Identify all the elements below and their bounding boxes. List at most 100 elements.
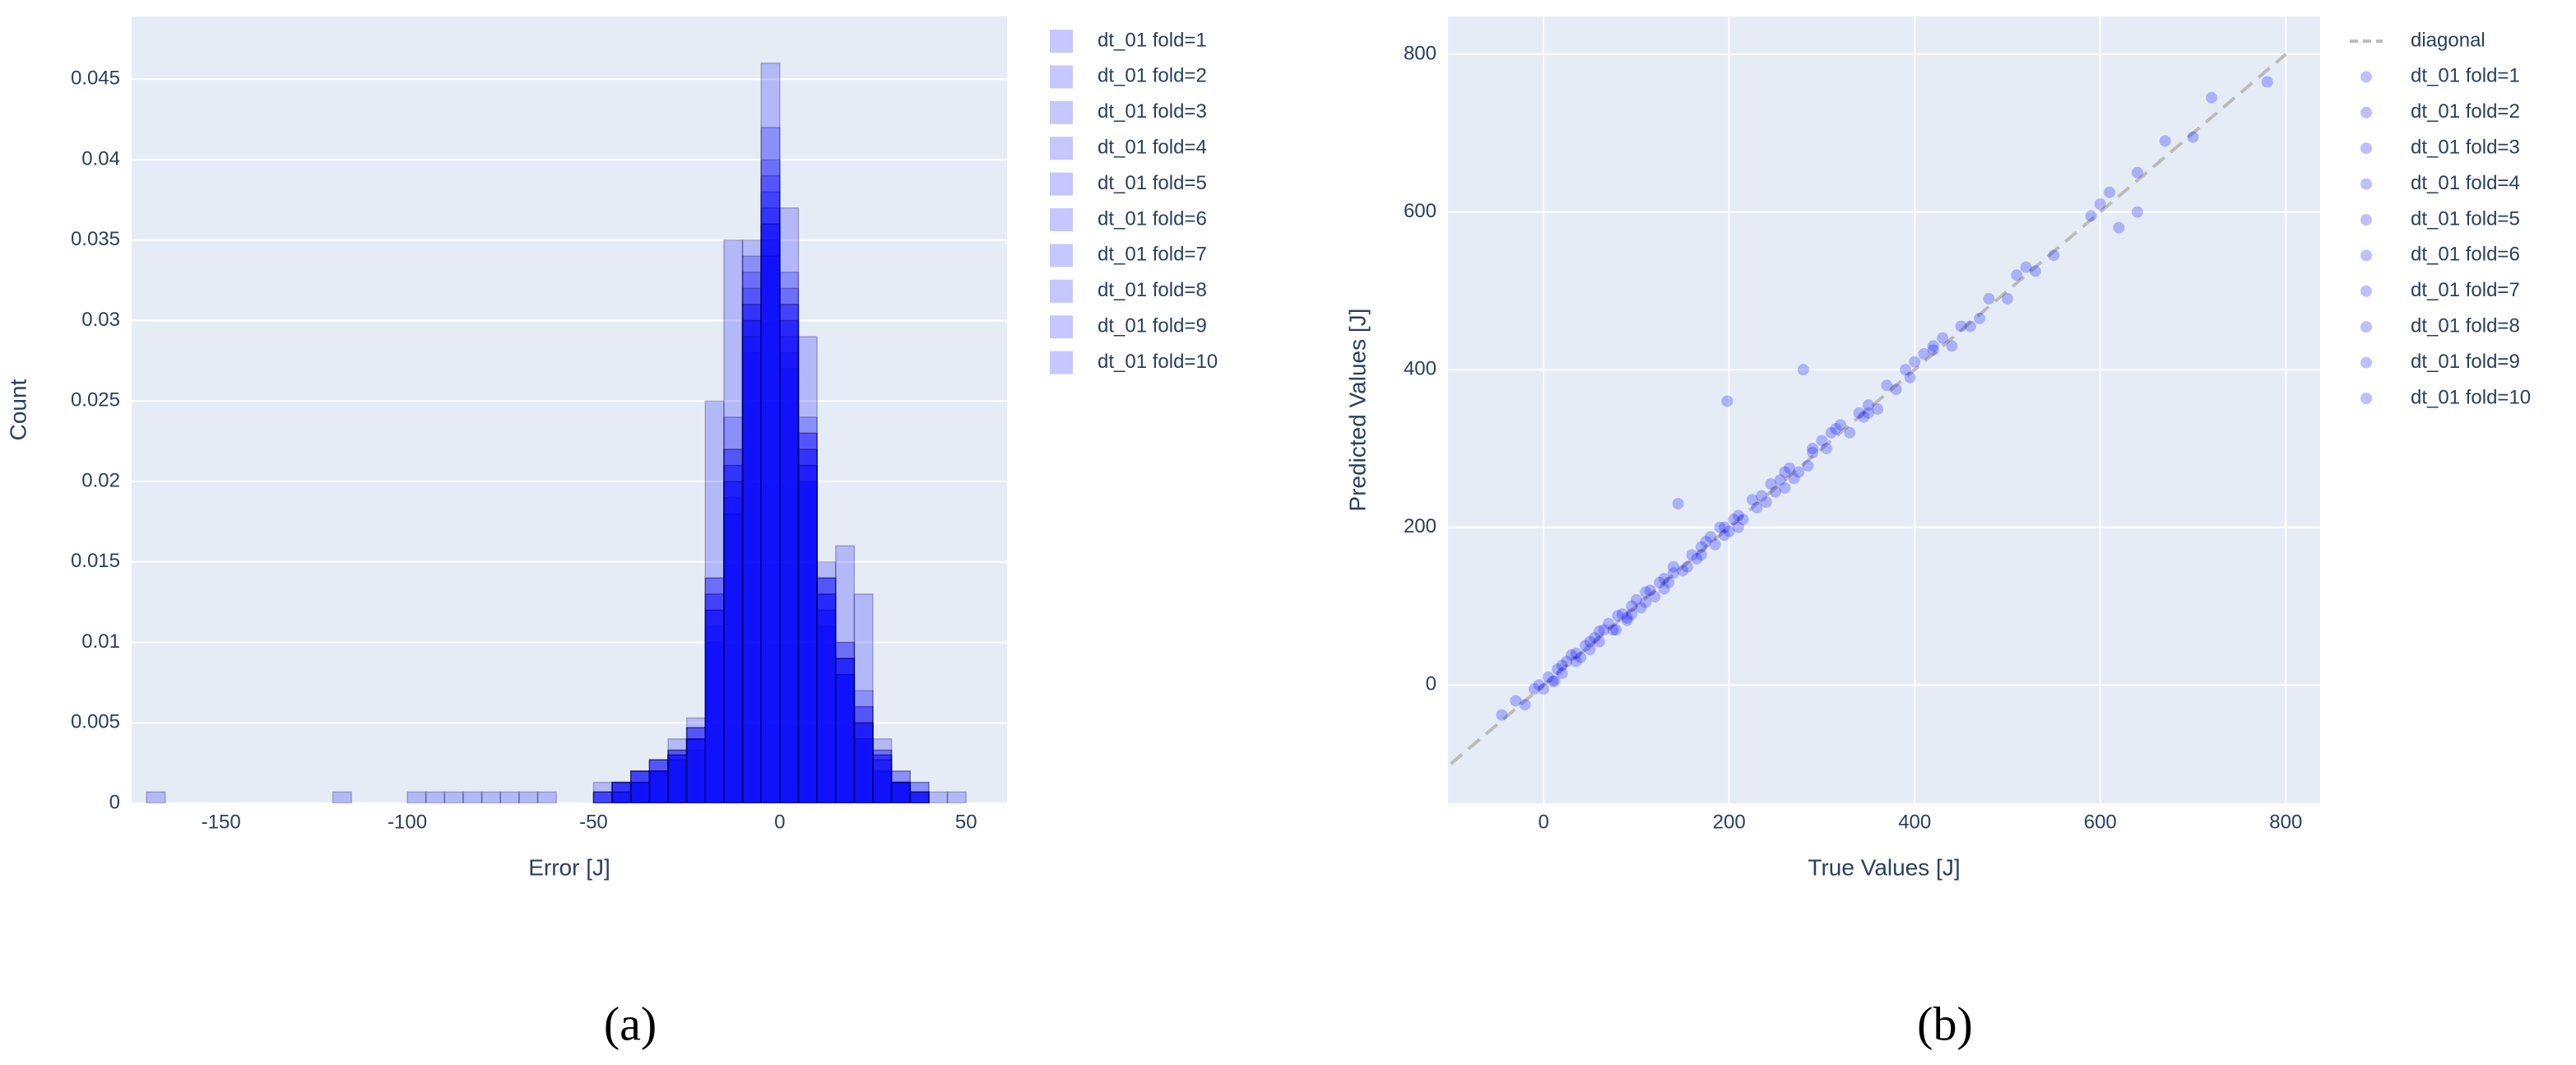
histogram-bar: [779, 319, 800, 803]
scatter-point: [1575, 651, 1587, 663]
histogram-bar: [797, 481, 818, 803]
histogram-bar: [685, 727, 707, 803]
x-tick-label: 400: [1898, 811, 1931, 833]
histogram-bar: [816, 560, 837, 803]
histogram-bar: [779, 351, 800, 803]
histogram-bar: [648, 759, 669, 803]
legend-swatch: [2360, 214, 2372, 226]
scatter-point: [1797, 364, 1809, 376]
histogram-bar: [890, 781, 912, 803]
scatter-point: [1640, 596, 1652, 608]
histogram-bar: [834, 545, 856, 803]
histogram-bar: [685, 738, 707, 803]
histogram-bar: [611, 781, 632, 803]
histogram-bar: [629, 770, 651, 803]
legend-swatch: [2360, 356, 2372, 369]
histogram-bar: [853, 705, 874, 803]
histogram-bar: [834, 641, 856, 803]
scatter-point: [1552, 663, 1564, 676]
diagonal-line: [1450, 53, 2287, 765]
scatter-point: [1751, 501, 1763, 514]
histogram-bar: [872, 749, 893, 803]
histogram-bar: [834, 673, 856, 803]
legend-label: dt_01 fold=7: [2411, 279, 2520, 301]
y-tick-label: 0.01: [81, 630, 120, 653]
histogram-bar: [816, 593, 837, 803]
scatter-point: [1746, 494, 1758, 506]
legend-swatch: [2360, 393, 2372, 404]
histogram-bar: [872, 759, 893, 803]
histogram-bar: [592, 791, 613, 803]
scatter-point: [1663, 576, 1675, 588]
histogram-bar: [685, 738, 707, 803]
scatter-point: [1547, 675, 1559, 687]
histogram-bar: [667, 754, 688, 803]
histogram-bar: [629, 781, 651, 803]
histogram-bar: [760, 223, 781, 803]
legend-swatch: [2360, 321, 2372, 333]
histogram-bar: [704, 626, 725, 803]
scatter-point: [1732, 521, 1744, 533]
scatter-point: [1603, 617, 1615, 630]
histogram-bar: [834, 658, 856, 803]
histogram-bar: [779, 272, 800, 803]
scatter-point: [1584, 635, 1596, 648]
scatter-point: [1802, 460, 1814, 472]
histogram-bar: [723, 239, 744, 803]
histogram-bar: [760, 207, 781, 803]
histogram-bar: [760, 255, 781, 803]
histogram-bar: [741, 319, 762, 803]
scatter-point: [1621, 612, 1633, 624]
scatter-point: [1709, 538, 1721, 551]
scatter-point: [1723, 525, 1735, 537]
y-tick-label: 0.035: [71, 228, 120, 250]
histogram-bar: [834, 673, 856, 803]
scatter-point: [1561, 655, 1573, 667]
histogram-bar: [685, 738, 707, 803]
histogram-bar: [797, 464, 818, 803]
histogram-bar: [779, 368, 800, 803]
histogram-bar: [890, 781, 912, 803]
scatter-point: [1533, 679, 1545, 691]
histogram-bar: [611, 781, 632, 803]
histogram-bar: [648, 759, 669, 803]
scatter-point: [1816, 435, 1828, 447]
scatter-point: [1974, 312, 1986, 324]
scatter-point: [1955, 320, 1967, 333]
y-tick-label: 0.045: [71, 67, 120, 90]
histogram-bar: [797, 449, 818, 803]
histogram-bar: [741, 319, 762, 803]
scatter-point: [2085, 210, 2097, 222]
scatter-point: [1732, 509, 1744, 522]
histogram-bar: [648, 770, 669, 803]
scatter-point: [1881, 379, 1893, 392]
histogram-bar: [853, 722, 874, 803]
x-tick-label: 50: [955, 811, 977, 833]
histogram-bar: [685, 738, 707, 803]
x-tick-label: 0: [774, 811, 785, 833]
plot-area: [146, 62, 967, 803]
y-tick-label: 0.03: [81, 309, 120, 331]
histogram-bar: [872, 754, 893, 803]
histogram-bar: [779, 304, 800, 803]
scatter-point: [1621, 614, 1633, 626]
scatter-point: [2261, 76, 2273, 88]
x-axis-title: Error [J]: [528, 854, 610, 880]
scatter-point: [1598, 624, 1610, 636]
legend-swatch: [1050, 279, 1073, 303]
scatter-point: [1681, 560, 1693, 573]
scatter-point: [2187, 131, 2199, 143]
legend-label: dt_01 fold=7: [1098, 244, 1207, 266]
histogram-bar: [629, 770, 651, 803]
scatter-point: [1519, 699, 1531, 711]
legend-label: dt_01 fold=5: [1098, 172, 1207, 194]
scatter-point: [1556, 659, 1568, 672]
histogram-bar: [667, 754, 688, 803]
histogram-bar: [685, 749, 707, 803]
scatter-point: [2029, 265, 2041, 277]
scatter-point: [1579, 639, 1591, 652]
histogram-bar: [629, 770, 651, 803]
scatter-point: [1807, 446, 1819, 458]
scatter-point: [1510, 695, 1522, 707]
scatter-point: [2094, 198, 2106, 210]
